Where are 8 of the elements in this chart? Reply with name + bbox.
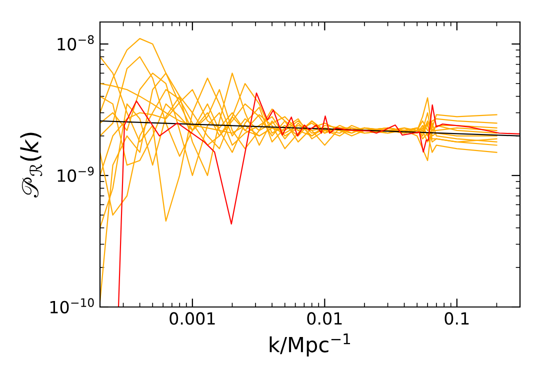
x-tick-label: 0.01 xyxy=(307,312,342,325)
y-axis-title: 𝒫$_{ℛ}$(k) xyxy=(20,132,42,198)
x-tick-label: 0.1 xyxy=(444,312,469,325)
y-tick-label: 10$^{−10}$ xyxy=(50,298,94,314)
y-tick-label: 10$^{−9}$ xyxy=(58,166,94,182)
x-tick-label: 0.001 xyxy=(170,312,215,325)
x-axis-title: k/Mpc$^{−1}$ xyxy=(270,334,350,356)
y-tick-label: 10$^{−8}$ xyxy=(58,35,94,50)
